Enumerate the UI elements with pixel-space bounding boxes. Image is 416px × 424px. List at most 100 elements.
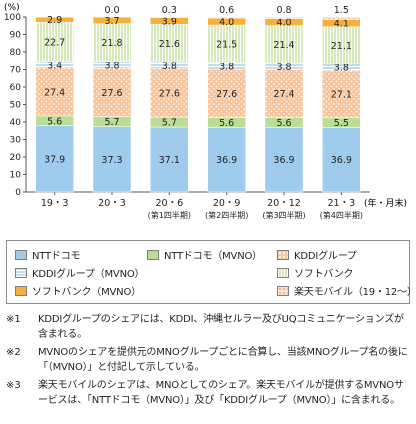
data-label: 21.5 [216, 39, 237, 50]
x-axis-unit: (年・月末) [364, 197, 407, 209]
footnote-mark: ※1 [6, 314, 21, 325]
data-label: 3.9 [162, 16, 177, 27]
data-label: 36.9 [331, 155, 352, 166]
data-label: 36.9 [216, 155, 237, 166]
bar-segment-pattern [150, 62, 189, 69]
footnote: ※1 KDDIグループのシェアには、KDDI、沖縄セルラー及びUQコミュニケーシ… [6, 312, 410, 342]
x-tick-labels: 19・3 20・3 20・6(第1四半期) 20・9(第2四半期) 20・12(第3四半… [41, 198, 363, 220]
data-label: 3.8 [334, 63, 349, 74]
bar-segment-pattern [265, 17, 303, 19]
bar-segment-pattern [322, 26, 361, 64]
data-label: 27.1 [331, 90, 352, 101]
data-label: 21.8 [101, 38, 122, 49]
data-label: 37.1 [159, 155, 180, 166]
y-tick-label: 80 [10, 48, 22, 58]
legend-label: NTTドコモ [32, 251, 81, 262]
bar-segment [92, 126, 132, 193]
data-label: 21.6 [159, 39, 180, 50]
bar-segment [150, 126, 189, 193]
data-label: 5.7 [104, 117, 119, 128]
data-label: 0.0 [104, 5, 119, 16]
x-tick-label: 19・3 [41, 198, 69, 209]
y-tick-label: 20 [10, 153, 22, 163]
data-label: 36.9 [273, 155, 294, 166]
y-tick-label: 100 [4, 13, 21, 23]
bar-segment-pattern [35, 22, 74, 62]
data-label: 27.4 [44, 87, 65, 98]
data-label: 4.0 [219, 17, 234, 28]
legend-item-softbank: ソフトバンク [277, 265, 354, 280]
legend-item-kddi: KDDIグループ [277, 247, 357, 262]
data-label: 27.6 [216, 89, 237, 100]
legend-swatch [147, 249, 159, 260]
legend-swatch [15, 267, 27, 278]
bar-segment-pattern [207, 62, 246, 70]
y-tick-label: 40 [10, 118, 22, 128]
legend-item-softbank-mvno: ソフトバンク（MVNO） [15, 283, 141, 298]
data-label: 37.9 [44, 154, 65, 165]
bar-segment-pattern [265, 25, 303, 64]
bar-segment-pattern [265, 63, 303, 70]
bars: 37.9 5.6 27.4 3.4 22.7 2.9 37.3 5.7 27.6 3.8 21.8 3… [35, 5, 361, 193]
footnote-text: KDDIグループのシェアには、KDDI、沖縄セルラー及びUQコミュニケーションズ… [38, 314, 404, 340]
bar-segment-pattern [322, 63, 361, 71]
data-label: 3.8 [219, 62, 234, 73]
data-label: 3.4 [47, 60, 62, 71]
footnote-text: MVNOのシェアを提供元のMNOグループごとに合算し、当該MNOグループ名の後に… [38, 347, 408, 373]
bar-segment [35, 16, 74, 23]
legend-swatch [15, 249, 27, 260]
bar-segment [322, 127, 361, 193]
bar-segment-pattern [93, 61, 131, 69]
data-label: 37.3 [101, 155, 122, 166]
bar-segment [92, 16, 132, 24]
bar-segment-pattern [35, 61, 74, 68]
legend-label: KDDIグループ（MVNO） [32, 269, 145, 280]
axes: 0 10 20 30 40 50 60 70 80 90 100 [4, 13, 370, 198]
bar-segment [207, 127, 246, 193]
bar-segment-pattern [35, 67, 74, 116]
footnotes: ※1 KDDIグループのシェアには、KDDI、沖縄セルラー及びUQコミュニケーシ… [6, 312, 410, 411]
data-label: 3.8 [276, 62, 291, 73]
bar-segment-pattern [93, 23, 131, 62]
data-label: 0.8 [276, 5, 291, 16]
data-label: 4.1 [334, 19, 349, 30]
bar-segment-pattern [265, 69, 303, 118]
x-tick-sublabel: (第3四半期) [262, 210, 305, 220]
bar-segment-pattern [93, 68, 131, 117]
data-label: 1.5 [334, 5, 349, 16]
bar-segment-pattern [207, 69, 246, 118]
y-axis-unit: (%) [4, 3, 20, 13]
bar-segment [264, 127, 304, 193]
data-label: 5.5 [334, 118, 349, 129]
x-tick-sublabel: (第4四半期) [320, 210, 363, 220]
x-tick-label: 20・6 [156, 198, 184, 209]
bar-segment-pattern [150, 68, 189, 118]
legend-label: 楽天モバイル（19・12～） [294, 287, 416, 298]
footnote-mark: ※3 [6, 380, 21, 391]
data-label: 2.9 [47, 15, 62, 26]
data-label: 0.3 [162, 5, 177, 16]
stacked-bar-chart: (%) (年・月末) 0 10 20 30 40 50 60 70 80 90 100 37.9 5.… [4, 3, 407, 220]
legend-label: ソフトバンク（MVNO） [32, 287, 141, 298]
legend-swatch [277, 267, 289, 278]
data-label: 21.1 [331, 41, 352, 52]
data-label: 4.0 [276, 18, 291, 29]
legend-item-ntt-docomo-mvno: NTTドコモ（MVNO） [147, 247, 262, 262]
y-tick-label: 0 [15, 188, 21, 198]
x-tick-label: 21・3 [328, 198, 356, 209]
legend-label: KDDIグループ [294, 251, 357, 262]
data-label: 27.6 [101, 88, 122, 99]
y-tick-label: 50 [10, 101, 22, 111]
legend-item-ntt-docomo: NTTドコモ [15, 247, 81, 262]
y-tick-label: 90 [10, 31, 22, 41]
legend-label: ソフトバンク [294, 269, 354, 280]
data-label: 0.6 [219, 5, 234, 16]
bar-segment-pattern [150, 24, 189, 63]
bar-segment-pattern [322, 17, 361, 20]
footnote: ※3 楽天モバイルのシェアは、MNOとしてのシェア。楽天モバイルが提供するMVN… [6, 378, 410, 408]
bar-segment [35, 125, 74, 193]
legend-swatch [15, 285, 27, 296]
data-label: 27.4 [273, 89, 294, 100]
bar-segment-pattern [150, 17, 189, 18]
x-tick-sublabel: (第1四半期) [148, 210, 191, 220]
